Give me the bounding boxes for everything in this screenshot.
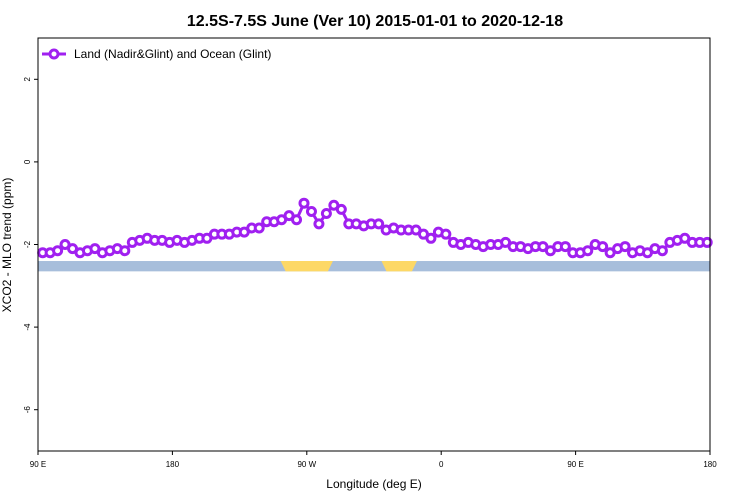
y-axis: 2 0 -2 -4 -6 bbox=[23, 77, 38, 414]
land-segment bbox=[280, 261, 333, 272]
x-tick-label: 180 bbox=[703, 460, 717, 469]
data-point bbox=[305, 205, 317, 217]
data-point bbox=[291, 214, 303, 226]
chart-title: 12.5S-7.5S June (Ver 10) 2015-01-01 to 2… bbox=[187, 13, 563, 30]
ocean-band bbox=[38, 261, 710, 272]
data-point bbox=[656, 245, 668, 257]
x-axis-label: Longitude (deg E) bbox=[326, 477, 421, 491]
data-point bbox=[440, 228, 452, 240]
legend-label: Land (Nadir&Glint) and Ocean (Glint) bbox=[74, 47, 271, 61]
map-strip bbox=[38, 261, 710, 272]
x-tick-label: 180 bbox=[166, 460, 180, 469]
data-point bbox=[119, 245, 131, 257]
data-point bbox=[313, 218, 325, 230]
y-tick-label: -4 bbox=[23, 323, 32, 331]
x-axis: 90 E 180 90 W 0 90 E 180 bbox=[30, 451, 717, 469]
x-tick-label: 90 W bbox=[297, 460, 316, 469]
x-tick-label: 90 E bbox=[30, 460, 46, 469]
data-point bbox=[320, 208, 332, 220]
y-tick-label: 2 bbox=[23, 77, 32, 82]
series-line bbox=[37, 197, 713, 259]
land-segment bbox=[381, 261, 417, 272]
data-point bbox=[597, 241, 609, 253]
data-point bbox=[582, 245, 594, 257]
data-point bbox=[253, 222, 265, 234]
data-point bbox=[559, 241, 571, 253]
data-point bbox=[335, 203, 347, 215]
y-axis-label: XCO2 - MLO trend (ppm) bbox=[0, 178, 14, 313]
data-point bbox=[619, 241, 631, 253]
plot-frame bbox=[37, 37, 711, 452]
legend-marker-icon bbox=[48, 48, 60, 60]
x-tick-label: 0 bbox=[439, 460, 444, 469]
data-point bbox=[52, 245, 64, 257]
y-tick-label: 0 bbox=[23, 159, 32, 164]
data-point bbox=[298, 197, 310, 209]
y-tick-label: -6 bbox=[23, 406, 32, 414]
y-tick-label: -2 bbox=[23, 240, 32, 248]
data-point bbox=[373, 218, 385, 230]
legend: Land (Nadir&Glint) and Ocean (Glint) bbox=[42, 47, 271, 61]
data-point bbox=[701, 236, 713, 248]
x-tick-label: 90 E bbox=[567, 460, 583, 469]
data-point bbox=[425, 232, 437, 244]
